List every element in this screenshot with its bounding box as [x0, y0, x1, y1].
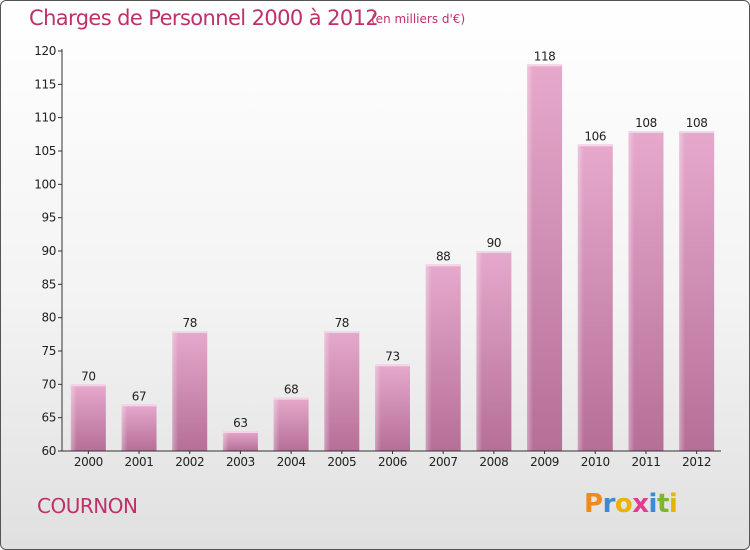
- bar-highlight: [679, 131, 686, 451]
- y-tick-label: 120: [34, 44, 56, 58]
- x-tick-label: 2011: [631, 455, 660, 469]
- commune-name: COURNON: [37, 494, 138, 518]
- bar-value-label: 70: [81, 369, 95, 383]
- bar-top-edge: [121, 404, 157, 407]
- proxiti-logo: Proxiti: [584, 489, 678, 519]
- y-tick-label: 75: [42, 344, 56, 358]
- x-tick-label: 2005: [327, 455, 356, 469]
- bar-value-label: 108: [686, 116, 708, 130]
- bar-top-edge: [577, 144, 613, 147]
- bar-top-edge: [425, 264, 461, 267]
- bar-value-label: 63: [233, 416, 247, 430]
- bar-highlight: [222, 431, 229, 451]
- logo-letter: i: [668, 489, 678, 519]
- x-tick-label: 2010: [581, 455, 610, 469]
- y-tick-label: 105: [34, 144, 56, 158]
- logo-letter: P: [584, 489, 603, 519]
- y-tick-label: 100: [34, 177, 56, 191]
- y-tick-label: 110: [34, 111, 56, 125]
- bar-top-edge: [375, 364, 410, 367]
- bar-highlight: [121, 404, 128, 451]
- bar-top-edge: [476, 251, 512, 253]
- bar-value-label: 78: [335, 316, 349, 330]
- bar-highlight: [324, 331, 331, 451]
- x-tick-label: 2004: [277, 455, 306, 469]
- bar-highlight: [577, 144, 584, 452]
- bar-value-label: 90: [487, 236, 501, 250]
- x-tick-label: 2008: [479, 455, 508, 469]
- bar-top-edge: [273, 397, 309, 400]
- chart-title: Charges de Personnel 2000 à 2012: [29, 6, 379, 30]
- bar-value-label: 73: [385, 349, 399, 363]
- y-tick-label: 70: [42, 377, 56, 391]
- logo-letter: t: [656, 489, 669, 519]
- y-tick-label: 95: [42, 211, 56, 225]
- y-tick-label: 80: [42, 311, 56, 325]
- x-tick-label: 2000: [74, 455, 103, 469]
- bar-value-label: 88: [436, 249, 450, 263]
- bar: [222, 431, 258, 451]
- bar-value-label: 118: [534, 49, 556, 63]
- chart-subtitle: (en milliers d'€): [371, 12, 466, 26]
- bar-top-edge: [527, 64, 563, 67]
- logo-letter: o: [614, 489, 633, 519]
- bar-highlight: [425, 264, 432, 451]
- y-tick-label: 60: [42, 444, 56, 458]
- bar-top-edge: [628, 131, 664, 133]
- bar-highlight: [527, 64, 534, 452]
- y-tick-label: 115: [34, 77, 56, 91]
- logo-letter: i: [648, 489, 658, 519]
- bar-highlight: [172, 331, 179, 451]
- x-tick-label: 2001: [125, 455, 154, 469]
- x-tick-label: 2002: [175, 455, 204, 469]
- y-tick-label: 90: [42, 244, 56, 258]
- bar-highlight: [375, 364, 381, 451]
- bar-highlight: [273, 397, 280, 451]
- x-tick-label: 2007: [429, 455, 458, 469]
- bar-top-edge: [679, 131, 715, 133]
- bar-top-edge: [324, 331, 360, 333]
- bar-value-label: 106: [584, 129, 606, 143]
- bar-highlight: [70, 384, 77, 451]
- x-tick-label: 2012: [682, 455, 711, 469]
- y-tick-label: 85: [42, 277, 56, 291]
- x-tick-label: 2006: [378, 455, 407, 469]
- y-tick-label: 65: [42, 411, 56, 425]
- bar-top-edge: [70, 384, 106, 387]
- bar-value-label: 68: [284, 383, 298, 397]
- x-tick-label: 2009: [530, 455, 559, 469]
- x-tick-label: 2003: [226, 455, 255, 469]
- bar-highlight: [476, 251, 483, 451]
- bar-highlight: [628, 131, 635, 451]
- bar-value-label: 108: [635, 116, 657, 130]
- bar-top-edge: [172, 331, 208, 333]
- logo-letter: x: [632, 489, 649, 519]
- logo-letter: r: [602, 489, 616, 519]
- bar-top-edge: [222, 431, 258, 433]
- bar-value-label: 78: [182, 316, 196, 330]
- bar-value-label: 67: [132, 389, 146, 403]
